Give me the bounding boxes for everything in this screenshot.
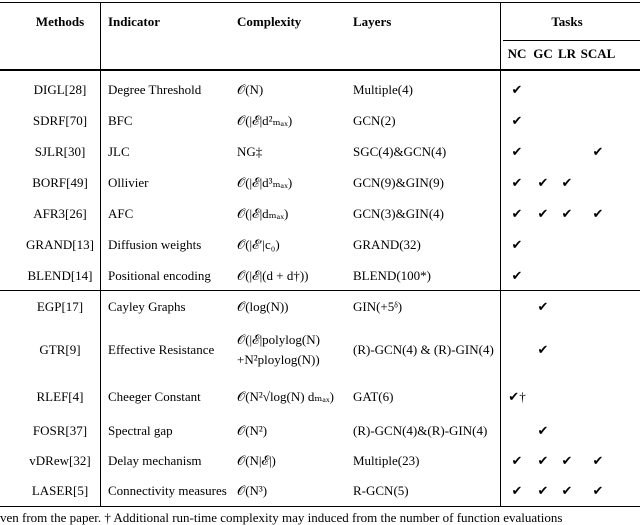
method: EGP[17] [36,299,84,314]
task-check: ✔ [537,342,549,357]
task-check: ✔ [561,205,573,221]
indicator: Positional encoding [108,267,211,283]
task-check: ✔ [511,267,523,283]
task-check: ✔ [511,174,523,190]
task-check: ✔ [537,174,549,190]
complexity: 𝒪(N|ℰ|) [237,453,276,468]
rule [0,69,640,71]
task-check: ✔ [511,143,523,159]
method: DIGL[28] [33,81,87,97]
task-check: ✔† [508,389,526,404]
layers: R-GCN(5) [353,483,409,498]
rule [0,2,640,3]
method: SDRF[70] [32,112,88,128]
method: FOSR[37] [32,423,88,438]
task-check: ✔ [592,483,604,498]
complexity: NG‡ [237,143,263,159]
layers: Multiple(4) [353,81,413,97]
rule [503,40,640,41]
complexity: 𝒪(N) [237,81,264,97]
task-check: ✔ [511,112,523,128]
header-complexity: Complexity [237,14,302,29]
complexity: 𝒪(|ℰ|dₘₐₓ) [237,205,289,221]
rule [500,2,501,506]
indicator: Cheeger Constant [108,389,201,404]
layers: GRAND(32) [353,236,421,252]
task-check: ✔ [537,299,549,314]
complexity: 𝒪(N²√log(N) dₘₐₓ) [237,389,334,404]
layers: (R)-GCN(4) & (R)-GIN(4) [353,342,494,357]
indicator: Diffusion weights [108,236,202,252]
task-check: ✔ [561,483,573,498]
complexity: 𝒪(N²) [237,423,268,438]
header-indicator: Indicator [108,14,160,29]
task-check: ✔ [511,236,523,252]
method: GTR[9] [39,342,81,357]
indicator: AFC [108,205,134,221]
task-check: ✔ [537,205,549,221]
indicator: Effective Resistance [108,342,215,357]
layers: GIN(+5ᵟ) [353,299,403,314]
indicator: Cayley Graphs [108,299,186,314]
complexity: 𝒪(|ℰ|polylog(N) +N²ploylog(N)) [237,332,320,367]
header-tasks: Tasks [551,14,583,29]
task-name: NC [507,46,527,61]
indicator: Spectral gap [108,423,173,438]
task-check: ✔ [537,483,549,498]
method: BLEND[14] [27,267,93,283]
task-check: ✔ [511,483,523,498]
task-check: ✔ [561,453,573,468]
layers: GCN(3)&GIN(4) [353,205,444,221]
method: SJLR[30] [34,143,86,159]
method: GRAND[13] [26,236,94,252]
task-check: ✔ [511,205,523,221]
layers: GCN(2) [353,112,396,128]
complexity: 𝒪(|ℰ|d³ₘₐₓ) [237,174,293,190]
task-check: ✔ [511,81,523,97]
complexity: 𝒪(|ℰ′|c₀) [237,236,280,252]
task-check: ✔ [592,143,604,159]
method: vDRew[32] [29,453,91,468]
task-check: ✔ [561,174,573,190]
complexity: 𝒪(N³) [237,483,268,498]
header-layers: Layers [353,14,392,29]
indicator: Connectivity measures [108,483,227,498]
indicator: BFC [108,112,133,128]
task-check: ✔ [592,205,604,221]
task-check: ✔ [592,453,604,468]
rule [100,2,101,506]
task-name: GC [533,46,553,61]
indicator: Delay mechanism [108,453,202,468]
method: LASER[5] [31,483,89,498]
layers: GCN(9)&GIN(9) [353,174,444,190]
layers: BLEND(100*) [353,267,431,283]
complexity: 𝒪(|ℰ|(d + d†)) [237,267,309,283]
task-check: ✔ [537,453,549,468]
task-name: LR [557,46,577,61]
indicator: Ollivier [108,174,149,190]
task-name: SCAL [580,46,616,61]
header-methods: Methods [35,14,85,29]
complexity: 𝒪(|ℰ|d²ₘₐₓ) [237,112,293,128]
rule [0,506,640,507]
layers: Multiple(23) [353,453,420,468]
indicator: Degree Threshold [108,81,202,97]
task-check: ✔ [537,423,549,438]
method: RLEF[4] [36,389,84,404]
method: AFR3[26] [33,205,87,221]
rule [0,290,640,291]
indicator: JLC [108,143,130,159]
layers: (R)-GCN(4)&(R)-GIN(4) [353,423,488,438]
task-check: ✔ [511,453,523,468]
footnote: ven from the paper. † Additional run-tim… [0,510,563,525]
layers: SGC(4)&GCN(4) [353,143,447,159]
method: BORF[49] [32,174,88,190]
complexity: 𝒪(log(N)) [237,299,289,314]
layers: GAT(6) [353,389,394,404]
